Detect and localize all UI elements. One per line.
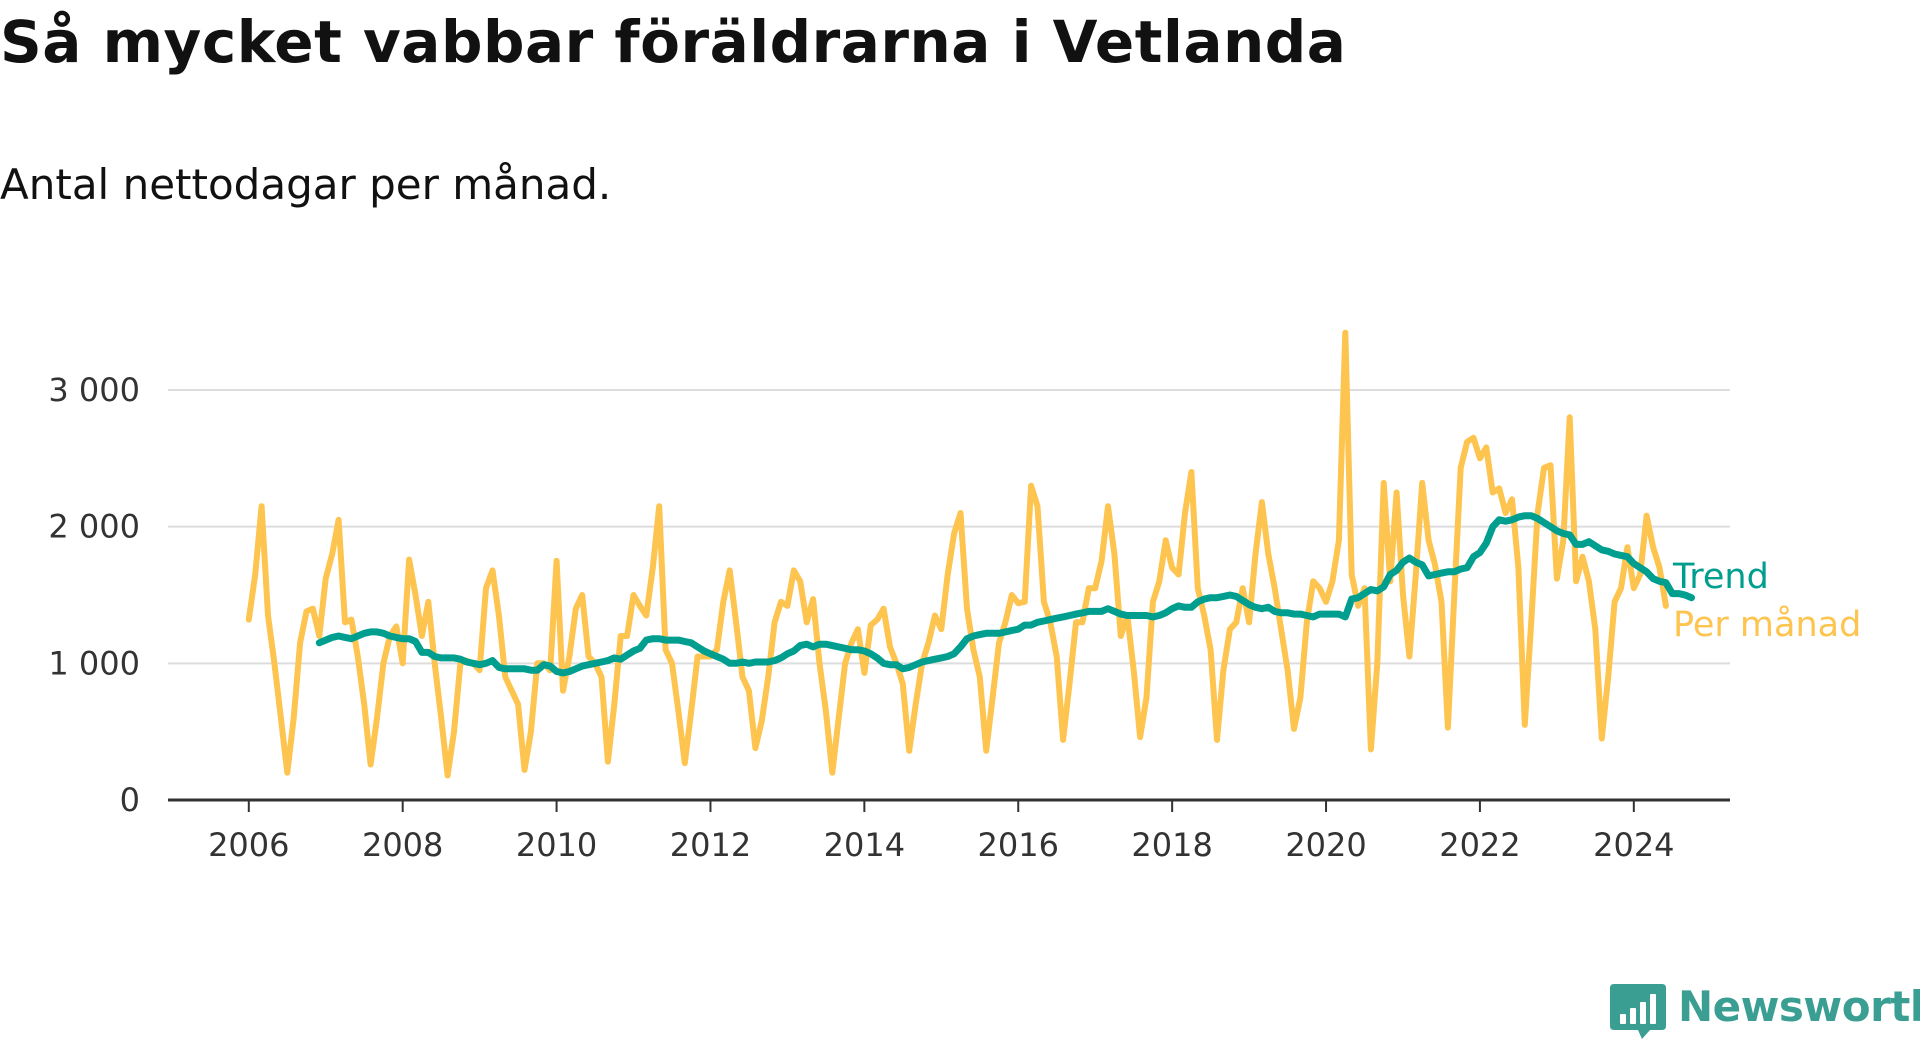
x-tick-label: 2006 <box>208 826 289 864</box>
brand-name: Newsworthy <box>1678 982 1920 1031</box>
x-tick-label: 2024 <box>1593 826 1674 864</box>
series-labels: Per månad Trend <box>1672 557 1861 645</box>
brand-logo: Newsworthy <box>1610 982 1920 1040</box>
x-tick-label: 2016 <box>978 826 1059 864</box>
chart-title: Så mycket vabbar föräldrarna i Vetlanda <box>0 8 1347 76</box>
x-axis: 2006 2008 2010 2012 2014 2016 2018 2020 2022 2024 <box>168 798 1730 864</box>
x-tick-label: 2018 <box>1131 826 1212 864</box>
y-tick-label: 3 000 <box>48 371 140 409</box>
x-tick-label: 2010 <box>516 826 597 864</box>
x-tick-label: 2008 <box>362 826 443 864</box>
y-tick-label: 0 <box>120 781 140 819</box>
x-tick-label: 2014 <box>824 826 905 864</box>
series-line-per-manad <box>245 329 1669 779</box>
chart-subtitle: Antal nettodagar per månad. <box>0 160 612 209</box>
series-label-trend: Trend <box>1672 557 1769 597</box>
series-line-trend <box>315 512 1695 677</box>
x-tick-label: 2022 <box>1439 826 1520 864</box>
bar-chart-speech-bubble-icon <box>1610 984 1666 1039</box>
series-lines <box>245 329 1695 779</box>
line-chart: 0 1 000 2 000 3 000 2006 2008 2010 2012 2014 201… <box>48 329 1861 864</box>
series-label-per-manad: Per månad <box>1673 604 1861 645</box>
x-tick-label: 2020 <box>1285 826 1366 864</box>
y-axis-ticks: 0 1 000 2 000 3 000 <box>48 371 140 819</box>
y-tick-label: 2 000 <box>48 508 140 546</box>
gridlines <box>168 389 1730 665</box>
y-tick-label: 1 000 <box>48 644 140 682</box>
x-tick-label: 2012 <box>670 826 751 864</box>
